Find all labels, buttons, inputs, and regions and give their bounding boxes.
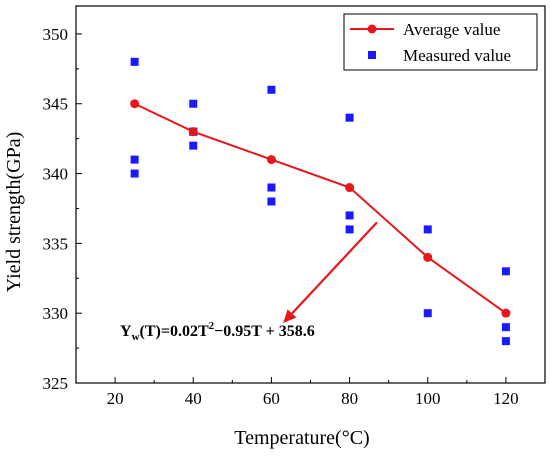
y-tick-label: 345: [43, 95, 69, 114]
legend-average-marker: [367, 24, 377, 34]
annotation-arrow-head: [283, 309, 297, 323]
equation-middle: (T)=0.02T: [140, 323, 209, 340]
measured-point: [189, 141, 198, 150]
x-tick-label: 120: [493, 389, 519, 408]
equation-label: Yw(T)=0.02T2−0.95T + 358.6: [120, 320, 315, 343]
measured-point: [130, 155, 139, 164]
measured-point: [345, 113, 354, 122]
y-tick-label: 340: [43, 165, 69, 184]
average-point: [423, 252, 433, 262]
equation-subscript: w: [132, 331, 140, 343]
average-point: [188, 127, 198, 137]
measured-point: [501, 267, 510, 276]
equation-base: Y: [120, 323, 132, 340]
y-tick-label: 325: [43, 374, 69, 393]
legend-box: [343, 13, 538, 71]
x-tick-label: 100: [415, 389, 441, 408]
legend-measured-marker: [368, 51, 376, 59]
legend-average-label: Average value: [403, 20, 500, 39]
measured-point: [189, 99, 198, 108]
y-tick-label: 335: [43, 234, 69, 253]
legend-measured-label: Measured value: [403, 46, 511, 65]
measured-point: [423, 225, 432, 234]
annotation: Yw(T)=0.02T2−0.95T + 358.6: [120, 221, 378, 343]
measured-point: [345, 225, 354, 234]
annotation-arrow-shaft: [291, 221, 378, 315]
x-tick-label: 60: [263, 389, 280, 408]
y-tick-label: 330: [43, 304, 69, 323]
measured-point: [267, 183, 276, 192]
x-tick-label: 20: [107, 389, 124, 408]
average-line: [134, 102, 507, 314]
measured-point: [423, 309, 432, 318]
axes: 20 40 60 80 100 120 325 330 335 340 345 350: [43, 5, 546, 408]
series-layer: [130, 57, 511, 346]
average-point: [345, 183, 355, 193]
x-tick-label: 80: [341, 389, 358, 408]
average-point: [501, 308, 511, 318]
equation-tail: −0.95T + 358.6: [214, 323, 315, 340]
average-point: [266, 155, 276, 165]
equation-superscript: 2: [209, 320, 215, 332]
measured-point: [130, 57, 139, 66]
measured-point: [501, 323, 510, 332]
measured-point: [501, 337, 510, 346]
measured-point: [267, 85, 276, 94]
measured-point: [345, 211, 354, 220]
legend: Average value Measured value: [343, 13, 538, 71]
y-tick-label: 350: [43, 25, 69, 44]
measured-point: [267, 197, 276, 206]
average-point: [130, 99, 140, 109]
x-axis-title: Temperature(°C): [234, 427, 369, 449]
measured-point: [130, 169, 139, 178]
y-axis-title: Yield strength(GPa): [3, 132, 25, 293]
x-tick-label: 40: [185, 389, 202, 408]
